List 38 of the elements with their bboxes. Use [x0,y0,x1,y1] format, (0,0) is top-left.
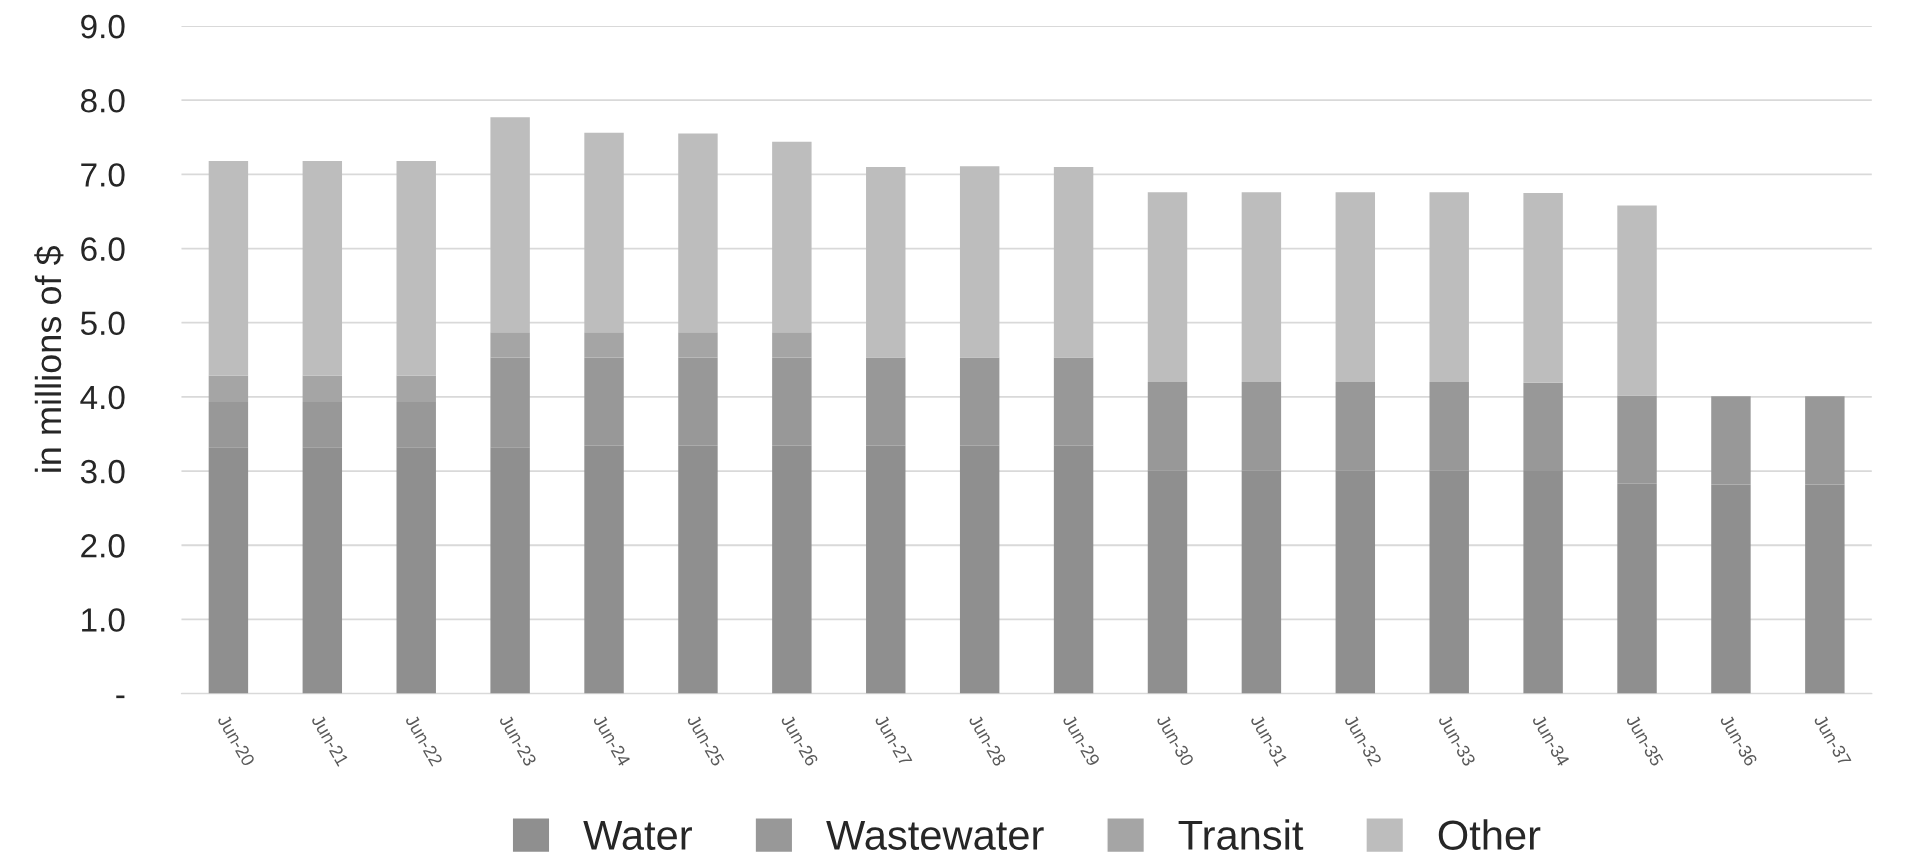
bar [772,332,812,358]
bar [302,375,343,403]
y-tick-label: 4.0 [80,385,125,410]
y-tick-label: - [116,695,125,699]
bar [490,117,530,333]
legend-label: Transit [1178,819,1304,850]
bar [208,375,249,403]
bar [396,161,436,376]
bar [1429,192,1469,383]
y-tick-label: 7.0 [81,163,125,187]
bar [866,166,906,358]
bar [1335,192,1376,383]
legend-label: Other [1438,819,1541,850]
y-tick-label: 6.0 [81,237,125,261]
bar [490,332,530,358]
bar [678,133,718,333]
y-tick-label: 2.0 [81,534,125,558]
legend-label: Water [583,820,692,850]
bar [959,166,1000,358]
y-tick-label: 9.0 [81,14,125,39]
y-tick-label: 5.0 [80,311,125,336]
bar [1053,166,1094,358]
bar [584,332,624,358]
legend-label: Wastewater [826,820,1044,850]
y-axis-title: in millions of $ [34,245,64,472]
bar [1241,192,1282,383]
bar [1523,192,1563,383]
y-tick-label: 3.0 [80,459,125,484]
bar [772,141,812,333]
bar [1147,192,1188,383]
bar [584,132,624,333]
bar [1617,205,1657,396]
bar [302,161,343,376]
y-tick-label: 8.0 [81,88,125,113]
bar [396,375,436,403]
bar [678,332,718,358]
bar [208,161,249,376]
y-tick-label: 1.0 [82,608,125,632]
